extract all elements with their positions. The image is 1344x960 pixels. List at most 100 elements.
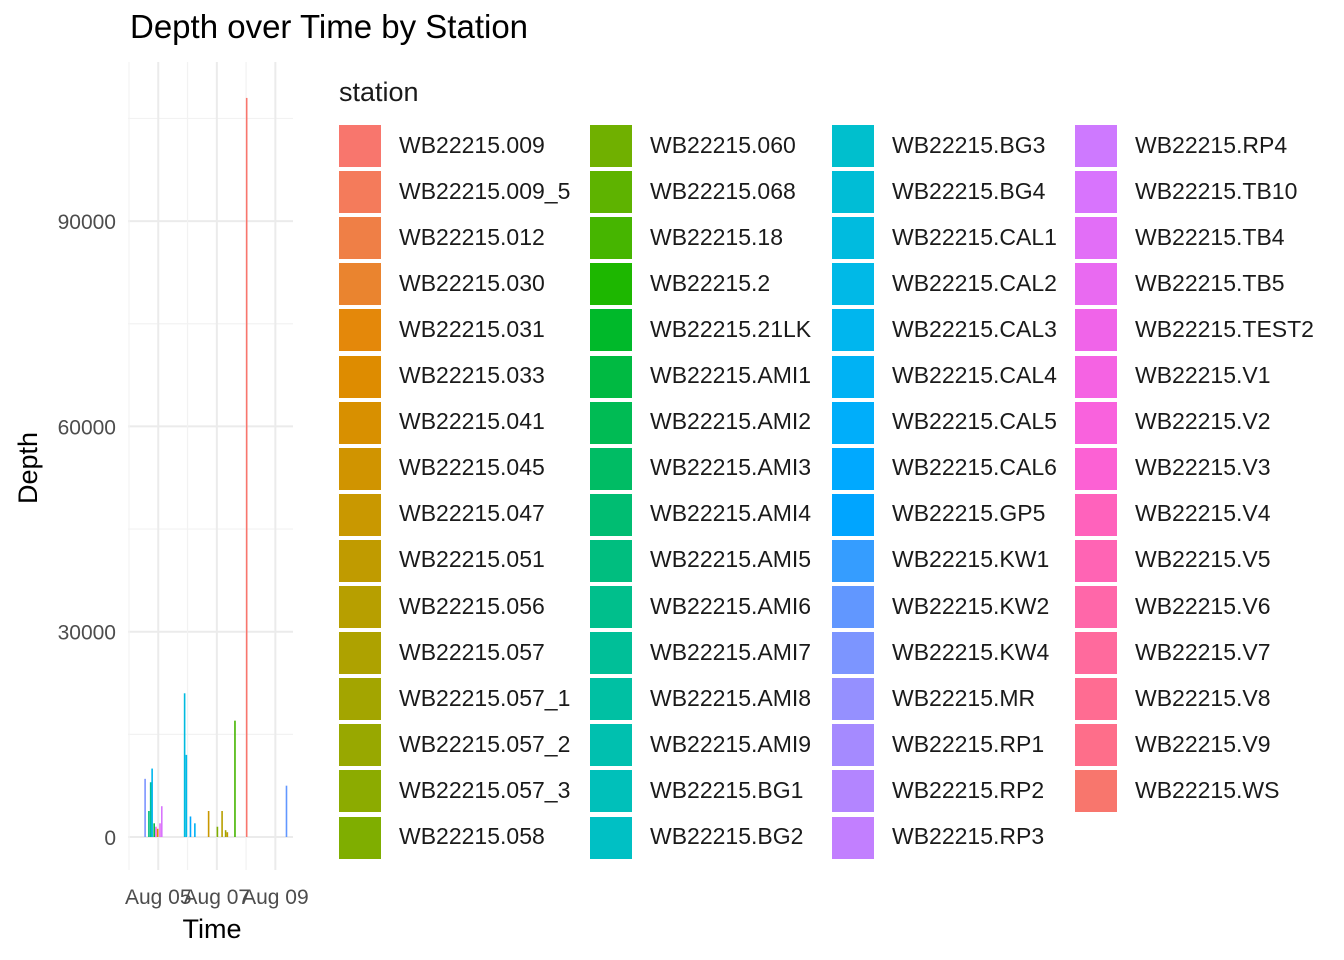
legend-entry: WB22215.KW4 [832, 629, 1049, 675]
legend-label: WB22215.KW2 [892, 592, 1050, 619]
legend-label: WB22215.057_3 [399, 776, 571, 803]
legend-entry: WB22215.AMI5 [590, 537, 811, 583]
legend-label: WB22215.AMI1 [650, 362, 812, 388]
legend-label: WB22215.RP1 [892, 730, 1045, 757]
legend-key [1075, 309, 1117, 352]
bar [216, 826, 219, 837]
legend-entry: WB22215.BG3 [832, 122, 1045, 168]
legend-key [832, 401, 874, 444]
legend-label: WB22215.009 [399, 131, 545, 158]
bar [189, 816, 192, 837]
legend-entry: WB22215.TB5 [1075, 260, 1285, 306]
chart-title: Depth over Time by Station [130, 8, 529, 45]
legend-entry: WB22215.21LK [590, 306, 811, 352]
legend-key [832, 632, 874, 675]
legend-entry: WB22215.AMI1 [590, 353, 811, 399]
legend-label: WB22215.AMI7 [650, 638, 812, 665]
legend-label: WB22215.MR [892, 684, 1036, 711]
legend-entry: WB22215.012 [339, 214, 545, 260]
legend-key [339, 125, 381, 167]
bar [151, 768, 153, 837]
legend-key [590, 309, 632, 352]
legend-label: WB22215.TB5 [1135, 269, 1285, 296]
legend-entry: WB22215.AMI6 [590, 583, 811, 629]
legend-label: WB22215.012 [399, 223, 545, 250]
x-tick-label: Aug 09 [242, 886, 309, 909]
legend-key [590, 355, 632, 398]
legend-label: WB22215.041 [399, 408, 545, 435]
legend-entry: WB22215.AMI8 [590, 675, 811, 721]
legend-label: WB22215.TB10 [1135, 177, 1298, 204]
legend-entry: WB22215.AMI4 [590, 491, 811, 537]
legend-entry: WB22215.CAL3 [832, 306, 1057, 352]
legend-label: WB22215.031 [399, 315, 545, 342]
legend-key [339, 263, 381, 306]
legend-label: WB22215.BG4 [892, 177, 1046, 204]
legend-key [339, 539, 381, 582]
legend-key [1075, 125, 1117, 167]
y-tick-label: 90000 [58, 211, 116, 234]
legend-key [339, 816, 381, 859]
legend-label: WB22215.V4 [1135, 500, 1271, 527]
legend-label: WB22215.AMI5 [650, 546, 812, 573]
legend-entry: WB22215.RP3 [832, 814, 1044, 860]
legend-entry: WB22215.GP5 [832, 491, 1045, 537]
legend-key [339, 586, 381, 628]
legend-entry: WB22215.051 [339, 537, 545, 583]
legend-key [832, 493, 874, 536]
bar [226, 832, 229, 837]
legend-label: WB22215.BG3 [892, 131, 1046, 158]
legend-key [1075, 632, 1117, 675]
legend-key [1075, 263, 1117, 306]
legend-entry: WB22215.18 [590, 214, 783, 260]
legend-key [1075, 447, 1117, 490]
legend-entry: WB22215.WS [1075, 767, 1279, 813]
legend-key [832, 125, 874, 167]
legend-entry: WB22215.030 [339, 260, 545, 306]
legend-entry: WB22215.CAL4 [832, 353, 1057, 399]
legend-label: WB22215.056 [399, 592, 545, 619]
y-axis-title: Depth [13, 432, 43, 504]
legend-key [590, 539, 632, 582]
legend-key [832, 816, 874, 859]
legend-key [590, 586, 632, 628]
legend-entry: WB22215.V4 [1075, 491, 1271, 537]
legend-key [590, 724, 632, 767]
legend-key [339, 724, 381, 767]
legend-label: WB22215.057_2 [399, 730, 571, 757]
legend-label: WB22215.009_5 [399, 177, 571, 204]
bar [221, 810, 223, 837]
legend-label: WB22215.CAL5 [892, 408, 1057, 435]
legend-label: WB22215.V3 [1135, 454, 1271, 481]
legend-label: WB22215.WS [1135, 776, 1280, 803]
legend-key [1075, 355, 1117, 398]
legend-entry: WB22215.V3 [1075, 445, 1271, 491]
legend-label: WB22215.051 [399, 546, 545, 573]
legend-entry: WB22215.047 [339, 491, 545, 537]
legend-label: WB22215.058 [399, 823, 545, 849]
legend-entry: WB22215.MR [832, 675, 1035, 721]
legend-key [590, 678, 632, 721]
legend-label: WB22215.045 [399, 454, 545, 481]
legend-key [339, 217, 381, 260]
y-tick-label: 30000 [58, 622, 116, 645]
legend-label: WB22215.RP2 [892, 776, 1045, 803]
bar [155, 826, 157, 837]
legend-entry: WB22215.KW1 [832, 537, 1049, 583]
legend-key [832, 770, 874, 813]
legend-entry: WB22215.V7 [1075, 629, 1271, 675]
bar [160, 806, 163, 837]
legend-label: WB22215.V6 [1135, 592, 1271, 619]
legend-entry: WB22215.CAL2 [832, 260, 1057, 306]
legend-key [832, 171, 874, 214]
x-tick-label: Aug 05 [125, 886, 192, 909]
legend-key [1075, 217, 1117, 260]
legend-label: WB22215.CAL6 [892, 454, 1057, 481]
grid-lines [128, 62, 293, 870]
bar [224, 830, 227, 837]
legend-key [1075, 586, 1117, 628]
legend-entry: WB22215.057_3 [339, 767, 570, 813]
legend-label: WB22215.CAL1 [892, 223, 1057, 250]
legend-entry: WB22215.CAL6 [832, 445, 1057, 491]
